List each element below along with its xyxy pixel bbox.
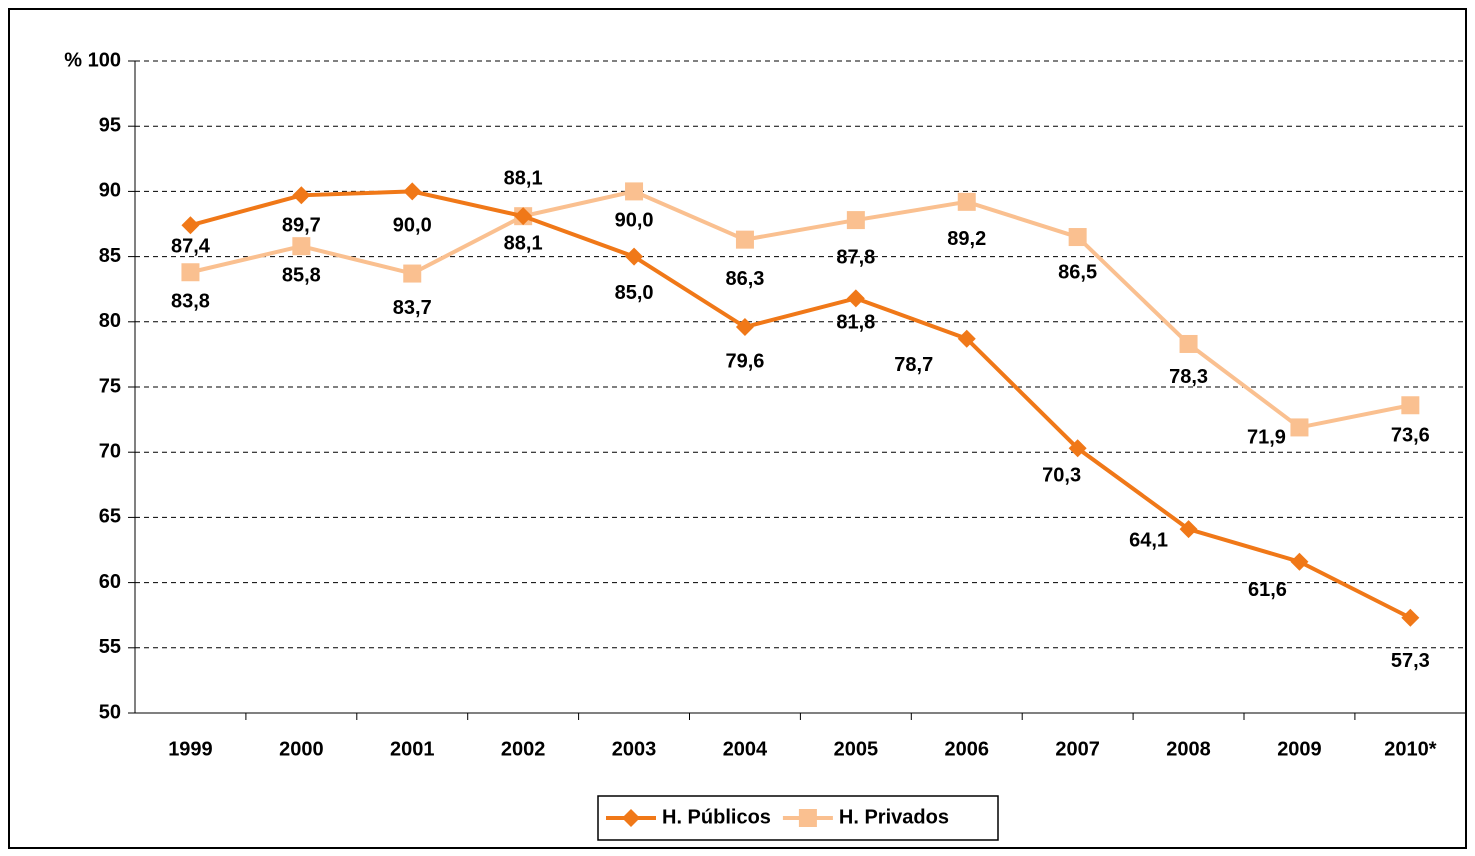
data-label: 64,1 (1129, 529, 1168, 551)
data-point (846, 211, 865, 230)
legend: H. Públicos H. Privados (597, 795, 999, 841)
data-point (957, 329, 976, 348)
y-tick-label: 60 (99, 571, 121, 593)
data-label: 57,3 (1391, 650, 1430, 672)
data-label: 88,1 (504, 232, 543, 254)
data-point (1068, 439, 1087, 458)
data-point (1401, 608, 1420, 627)
data-point (1290, 552, 1309, 571)
data-point (1401, 396, 1420, 415)
data-label: 61,6 (1248, 579, 1287, 601)
legend-marker (798, 809, 817, 827)
x-tick-label: 2007 (1055, 738, 1100, 760)
x-tick-label: 2000 (279, 738, 324, 760)
data-point (181, 263, 200, 282)
data-point (957, 192, 976, 211)
data-label: 79,6 (725, 350, 764, 372)
data-label: 78,7 (894, 354, 933, 376)
data-point (1179, 334, 1198, 353)
y-tick-label: 75 (99, 375, 121, 397)
data-point (181, 216, 200, 235)
data-label: 86,3 (725, 268, 764, 290)
data-label: 89,2 (947, 228, 986, 250)
y-tick-label: 95 (99, 114, 121, 136)
data-point (625, 182, 644, 201)
data-label: 81,8 (836, 312, 875, 334)
y-tick-label: 50 (99, 701, 121, 723)
x-tick-label: 2009 (1277, 738, 1322, 760)
data-point (1290, 418, 1309, 437)
data-label: 78,3 (1169, 366, 1208, 388)
y-tick-label: % 100 (64, 49, 121, 71)
legend-label: H. Privados (839, 806, 949, 828)
data-label: 71,9 (1247, 427, 1286, 449)
data-point (292, 186, 311, 205)
series-line (189, 189, 1412, 620)
legend-box (597, 795, 999, 841)
x-tick-label: 2002 (501, 738, 546, 760)
chart-border (8, 8, 1467, 849)
data-point (403, 264, 422, 283)
data-label: 87,8 (836, 246, 875, 268)
y-tick-label: 55 (99, 636, 121, 658)
data-point (846, 289, 865, 308)
data-label: 89,7 (282, 215, 321, 237)
data-point (403, 182, 422, 201)
y-tick-label: 70 (99, 440, 121, 462)
data-point (1068, 228, 1087, 247)
data-label: 83,8 (171, 291, 210, 313)
data-label: 86,5 (1058, 261, 1097, 283)
series-line (189, 189, 1411, 430)
x-tick-label: 2008 (1166, 738, 1211, 760)
data-point (735, 318, 754, 337)
data-label: 88,1 (504, 167, 543, 189)
data-label: 70,3 (1042, 465, 1081, 487)
y-tick-label: 90 (99, 180, 121, 202)
x-tick-label: 2003 (612, 738, 657, 760)
data-point (625, 247, 644, 266)
x-tick-label: 2010* (1384, 738, 1436, 760)
x-tick-label: 2005 (834, 738, 879, 760)
data-label: 90,0 (393, 215, 432, 237)
data-point (514, 207, 533, 226)
data-label: 85,0 (615, 282, 654, 304)
data-label: 90,0 (615, 210, 654, 232)
x-tick-label: 1999 (168, 738, 213, 760)
legend-marker (622, 809, 640, 827)
data-point (1179, 520, 1198, 539)
x-tick-label: 2006 (945, 738, 990, 760)
x-tick-label: 2001 (390, 738, 435, 760)
data-point (735, 230, 754, 249)
data-label: 85,8 (282, 264, 321, 286)
data-point (292, 237, 311, 256)
data-label: 83,7 (393, 297, 432, 319)
y-tick-label: 85 (99, 245, 121, 267)
y-tick-label: 65 (99, 506, 121, 528)
data-label: 73,6 (1391, 425, 1430, 447)
x-tick-label: 2004 (723, 738, 768, 760)
y-tick-label: 80 (99, 310, 121, 332)
legend-label: H. Públicos (662, 806, 771, 828)
data-label: 87,4 (171, 236, 211, 258)
